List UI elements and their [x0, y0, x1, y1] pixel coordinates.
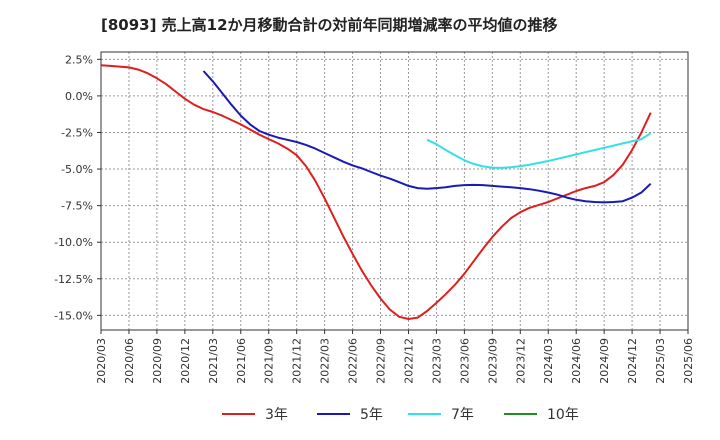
legend-label: 10年 — [547, 407, 579, 423]
x-tick-label: 2020/03 — [95, 338, 108, 384]
x-tick-label: 2021/09 — [263, 338, 276, 384]
x-tick-label: 2020/06 — [123, 338, 136, 384]
grid-layer — [100, 52, 689, 330]
x-tick-label: 2021/12 — [291, 338, 304, 384]
legend-label: 7年 — [451, 407, 474, 423]
x-tick-label: 2024/03 — [542, 338, 555, 384]
x-tick-label: 2025/03 — [654, 338, 667, 384]
x-tick-label: 2023/06 — [458, 338, 471, 384]
chart-title: [8093] 売上高12か月移動合計の対前年同期増減率の平均値の推移 — [101, 16, 558, 34]
x-tick-label: 2020/09 — [151, 338, 164, 384]
series-line-3年 — [100, 64, 652, 320]
y-tick-label: 2.5% — [65, 53, 93, 66]
x-tick-label: 2022/06 — [347, 338, 360, 384]
x-tick-label: 2021/06 — [235, 338, 248, 384]
series-line-5年 — [202, 70, 652, 204]
series-line-7年 — [426, 132, 652, 169]
plot-frame — [100, 51, 689, 331]
x-tick-label: 2023/09 — [486, 338, 499, 384]
x-tick-label: 2023/12 — [514, 338, 527, 384]
y-tick-label: -15.0% — [54, 309, 93, 322]
series-layer — [100, 64, 652, 320]
x-tick-label: 2022/03 — [319, 338, 332, 384]
legend-layer: 3年 5年 7年 10年 — [222, 407, 579, 423]
x-tick-label: 2024/09 — [598, 338, 611, 384]
x-tick-label: 2021/03 — [207, 338, 220, 384]
legend-label: 3年 — [265, 407, 288, 423]
x-tick-label: 2025/06 — [682, 338, 695, 384]
x-tick-label: 2020/12 — [179, 338, 192, 384]
x-tick-label: 2023/03 — [430, 338, 443, 384]
x-tick-label: 2024/12 — [626, 338, 639, 384]
axis-layer: 2.5% 0.0% -2.5% -5.0% -7.5% -10.0% -12.5% -15.0… — [54, 51, 695, 384]
legend-label: 5年 — [360, 407, 383, 423]
y-tick-label: -5.0% — [61, 163, 93, 176]
x-tick-label: 2024/06 — [570, 338, 583, 384]
y-tick-label: -7.5% — [61, 200, 93, 213]
x-tick-label: 2022/12 — [402, 338, 415, 384]
y-tick-label: -2.5% — [61, 126, 93, 139]
x-tick-label: 2022/09 — [375, 338, 388, 384]
y-tick-label: 0.0% — [65, 90, 93, 103]
y-tick-label: -10.0% — [54, 236, 93, 249]
y-tick-label: -12.5% — [54, 273, 93, 286]
